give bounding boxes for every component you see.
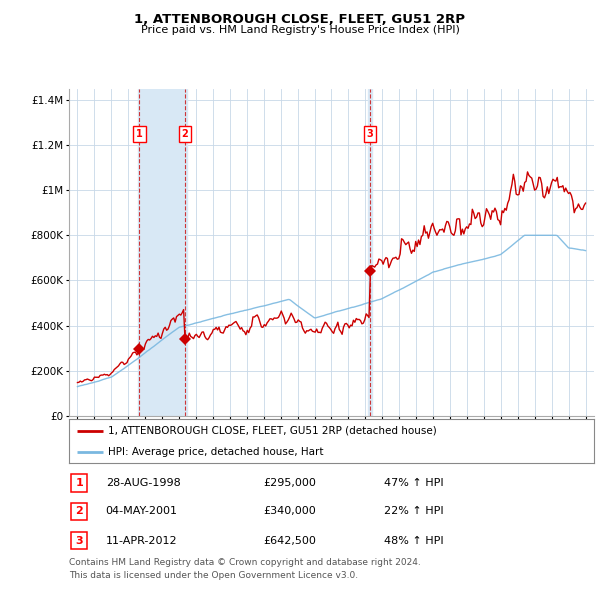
Text: 1: 1 (76, 478, 83, 488)
Text: 2: 2 (181, 129, 188, 139)
Text: Contains HM Land Registry data © Crown copyright and database right 2024.: Contains HM Land Registry data © Crown c… (69, 558, 421, 566)
Text: 11-APR-2012: 11-APR-2012 (106, 536, 178, 546)
Text: Price paid vs. HM Land Registry's House Price Index (HPI): Price paid vs. HM Land Registry's House … (140, 25, 460, 35)
Text: 3: 3 (367, 129, 373, 139)
Text: 22% ↑ HPI: 22% ↑ HPI (384, 506, 443, 516)
Bar (368, 88, 371, 416)
Text: HPI: Average price, detached house, Hart: HPI: Average price, detached house, Hart (109, 447, 324, 457)
Text: £340,000: £340,000 (263, 506, 316, 516)
Text: £642,500: £642,500 (263, 536, 316, 546)
Text: 48% ↑ HPI: 48% ↑ HPI (384, 536, 443, 546)
Text: £295,000: £295,000 (263, 478, 316, 488)
Text: 28-AUG-1998: 28-AUG-1998 (106, 478, 181, 488)
Text: This data is licensed under the Open Government Licence v3.0.: This data is licensed under the Open Gov… (69, 571, 358, 580)
Text: 2: 2 (76, 506, 83, 516)
Text: 1, ATTENBOROUGH CLOSE, FLEET, GU51 2RP: 1, ATTENBOROUGH CLOSE, FLEET, GU51 2RP (134, 13, 466, 26)
Text: 47% ↑ HPI: 47% ↑ HPI (384, 478, 443, 488)
Text: 1: 1 (136, 129, 143, 139)
Bar (137, 88, 187, 416)
Text: 04-MAY-2001: 04-MAY-2001 (106, 506, 178, 516)
Text: 1, ATTENBOROUGH CLOSE, FLEET, GU51 2RP (detached house): 1, ATTENBOROUGH CLOSE, FLEET, GU51 2RP (… (109, 426, 437, 436)
Text: 3: 3 (76, 536, 83, 546)
